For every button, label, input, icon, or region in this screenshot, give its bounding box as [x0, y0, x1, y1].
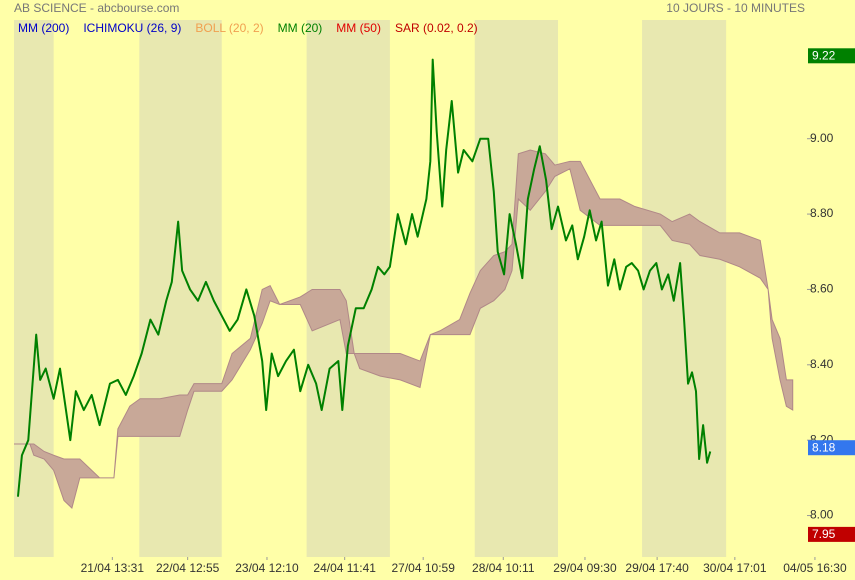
indicator-legend: MM (20) — [278, 21, 323, 35]
x-tick-label: 29/04 17:40 — [625, 561, 689, 575]
day-band — [306, 20, 390, 557]
y-tick-label: 8.00 — [810, 508, 834, 522]
price-label-box — [808, 440, 855, 456]
indicator-legend: MM (200) — [18, 21, 69, 35]
price-label: 7.95 — [812, 527, 836, 541]
price-line — [16, 58, 712, 497]
day-band — [642, 20, 727, 557]
x-tick-label: 28/04 10:11 — [472, 561, 535, 575]
price-label-box — [808, 526, 855, 542]
x-tick-label: 04/05 16:30 — [783, 561, 847, 575]
indicator-legend: BOLL (20, 2) — [195, 21, 263, 35]
x-tick-label: 23/04 12:10 — [235, 561, 299, 575]
indicator-legend: MM (50) — [336, 21, 381, 35]
y-tick-label: 9.00 — [810, 131, 834, 145]
ichimoku-cloud — [14, 149, 794, 509]
y-tick-label: 8.60 — [810, 282, 834, 296]
x-tick-label: 30/04 17:01 — [703, 561, 767, 575]
x-tick-label: 24/04 11:41 — [313, 561, 376, 575]
x-tick-label: 21/04 13:31 — [81, 561, 145, 575]
price-label: 8.18 — [812, 440, 836, 454]
chart-subtitle: 10 JOURS - 10 MINUTES — [666, 1, 805, 15]
chart-title: AB SCIENCE - abcbourse.com — [14, 1, 179, 15]
price-label-box — [808, 48, 855, 64]
price-label: 9.22 — [812, 48, 836, 62]
y-tick-label: 8.80 — [810, 206, 834, 220]
x-tick-label: 27/04 10:59 — [391, 561, 455, 575]
indicator-legend: ICHIMOKU (26, 9) — [83, 21, 181, 35]
x-tick-label: 22/04 12:55 — [156, 561, 220, 575]
y-tick-label: 8.40 — [810, 357, 834, 371]
indicator-legend: SAR (0.02, 0.2) — [395, 21, 478, 35]
x-tick-label: 29/04 09:30 — [553, 561, 617, 575]
